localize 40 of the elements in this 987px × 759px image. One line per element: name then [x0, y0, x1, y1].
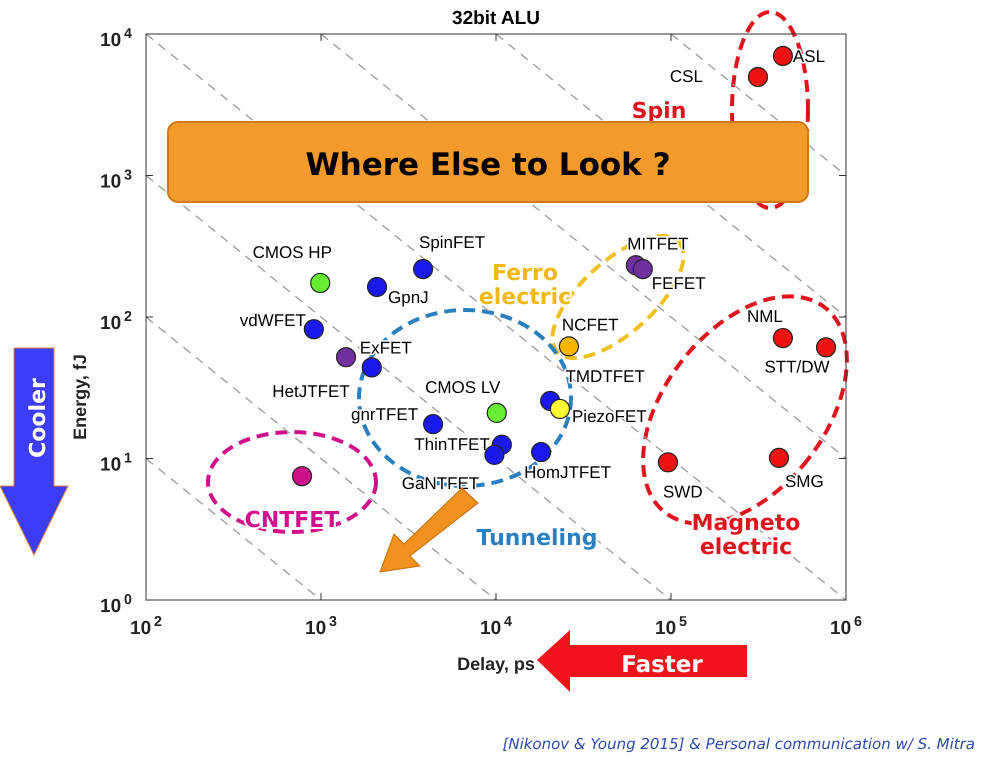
series-label: PiezoFET — [572, 406, 647, 426]
down-arrow: Cooler — [0, 348, 69, 556]
series-label: SWD — [662, 482, 703, 502]
series-label: HetJTFET — [272, 382, 350, 402]
x-tick-label: 10$^{2}$ — [130, 614, 162, 639]
annotation: Ferro electric — [478, 261, 572, 310]
series-label: ExFET — [360, 338, 412, 358]
series-label: ThinTFET — [414, 434, 490, 454]
series-label: SMG — [784, 472, 824, 491]
text: [Nikonov & Young 2015] & Personal communication w/ S. Mitra — [502, 735, 975, 753]
x-axis-title: Delay, ps — [457, 654, 535, 674]
y-axis-title: Energy, fJ — [70, 354, 90, 440]
series-label: HomJTFET — [524, 463, 611, 482]
series-label: gnrTFET — [351, 405, 418, 424]
x-tick-label: 10$^{4}$ — [480, 614, 512, 639]
x-tick-label: 10$^{6}$ — [830, 614, 862, 639]
series-label: ASL — [792, 47, 826, 66]
series-label: CMOS LV — [425, 378, 502, 397]
y-tick-label: 10$^{3}$ — [100, 168, 132, 192]
series-label: TMDTFET — [566, 366, 645, 386]
y-tick-label: 10$^{0}$ — [100, 592, 132, 617]
annotation: Tunneling — [476, 526, 598, 551]
series-label: NCFET — [562, 315, 619, 334]
chart-title: 32bit ALU — [452, 8, 540, 29]
annotation: Where Else to Look ? — [305, 147, 671, 183]
series-label: SpinFET — [418, 233, 486, 252]
series-label: NML — [746, 307, 783, 326]
series-label: CMOS HP — [252, 242, 332, 262]
text: CSL — [670, 66, 703, 86]
series-label: STT/DW — [764, 357, 830, 376]
series-label: GpnJ — [388, 288, 429, 307]
annotation: Magneto electric — [692, 511, 800, 560]
annotation: CNTFET — [244, 508, 340, 533]
y-tick-label: 10$^{1}$ — [100, 450, 132, 476]
banner: Where Else to Look ? — [167, 121, 809, 203]
x-tick-label: 10$^{3}$ — [305, 614, 338, 639]
series-label: vdWFET — [240, 311, 306, 330]
annotation: Spin — [632, 99, 686, 124]
y-tick-label: 10$^{2}$ — [100, 309, 132, 334]
y-tick-label: 10$^{4}$ — [100, 26, 132, 51]
